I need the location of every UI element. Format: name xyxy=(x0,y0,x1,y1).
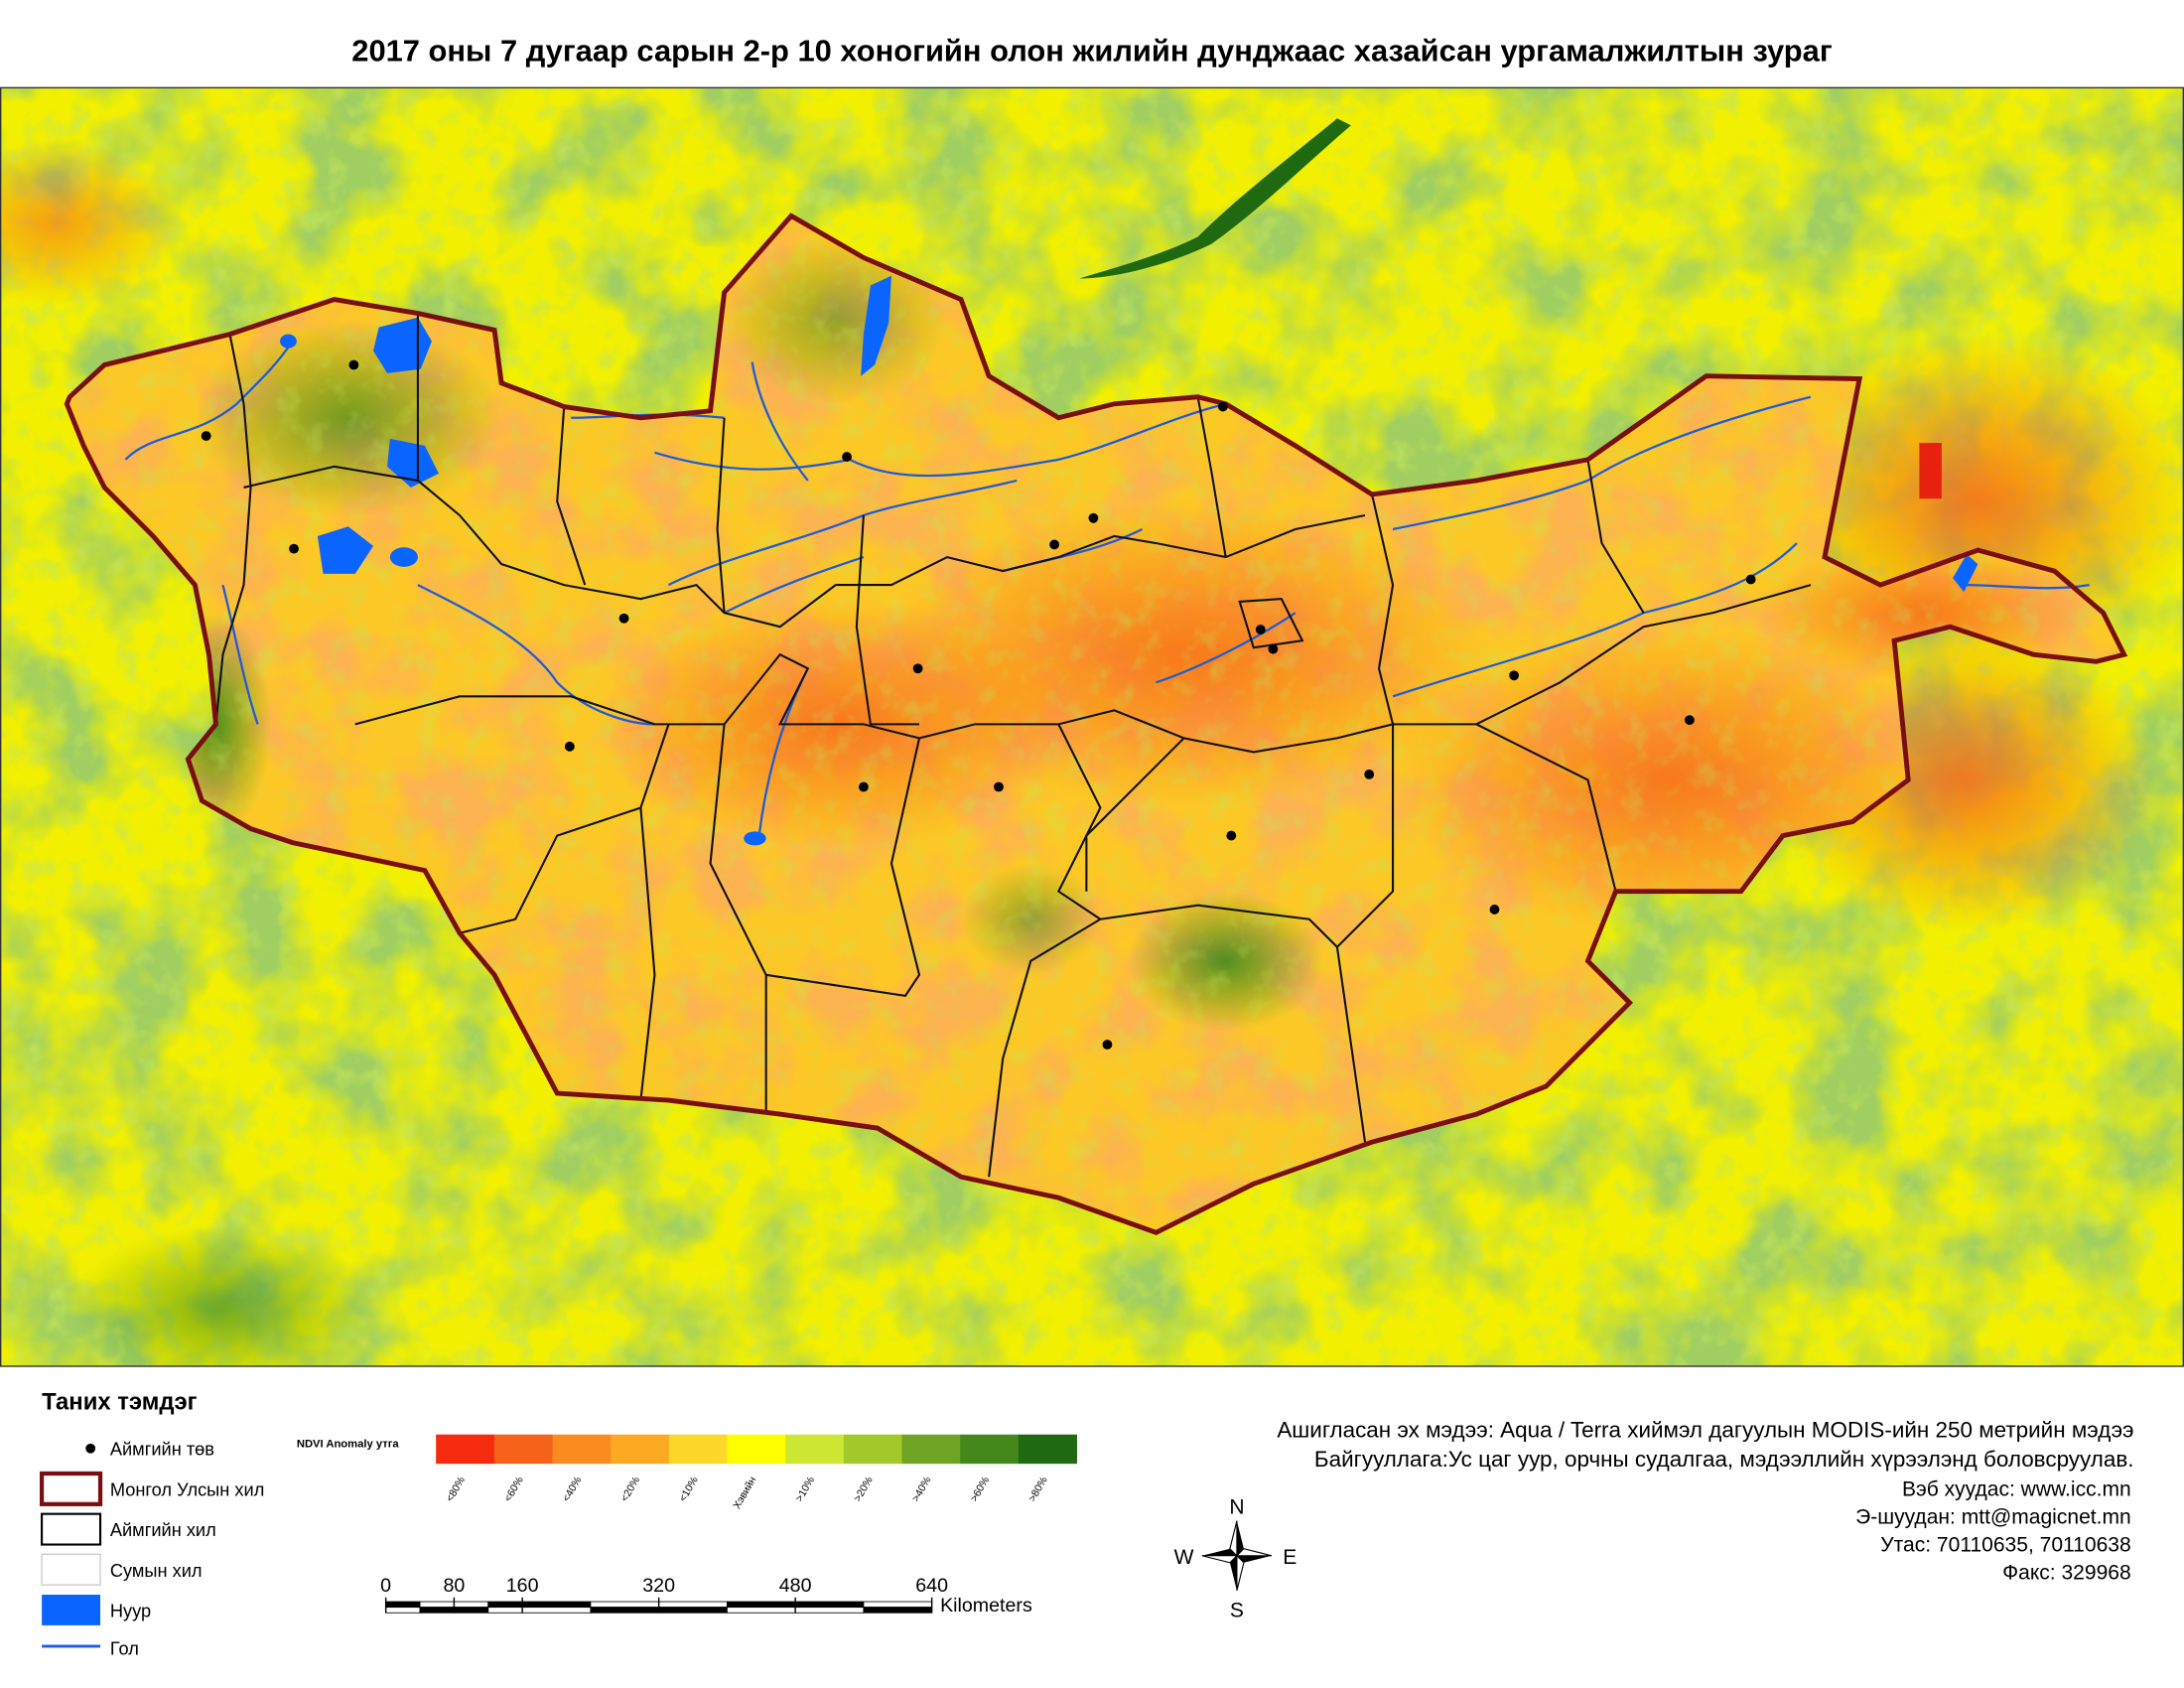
scale-segment xyxy=(419,1601,455,1609)
ndvi-class-label: Хэвийн xyxy=(731,1475,758,1511)
anomaly-area xyxy=(1,139,182,307)
rivers xyxy=(124,341,2090,836)
ndvi-class-label: >60% xyxy=(968,1475,992,1504)
compass-e: E xyxy=(1283,1546,1297,1569)
scale-segment xyxy=(487,1607,523,1614)
scale-segment xyxy=(453,1601,489,1609)
legend-label: Монгол Улсын хил xyxy=(110,1478,265,1499)
ndvi-class-label: >10% xyxy=(793,1475,817,1504)
scale-segment xyxy=(590,1601,660,1609)
compass-n: N xyxy=(1229,1496,1244,1519)
ndvi-class-swatch xyxy=(552,1434,612,1465)
ndvi-class-label: >80% xyxy=(1026,1475,1050,1504)
compass-w: W xyxy=(1174,1546,1194,1569)
ndvi-class-swatch xyxy=(611,1434,670,1465)
legend-symbol-aimag xyxy=(41,1512,102,1546)
scale-segment xyxy=(863,1601,933,1609)
ndvi-class-label: <20% xyxy=(618,1475,642,1504)
scale-segment xyxy=(726,1601,796,1609)
info-line: Э-шуудан: mtt@magicnet.mn xyxy=(1855,1505,2131,1528)
ndvi-class-label: <80% xyxy=(444,1475,468,1504)
info-line: Утас: 70110635, 70110638 xyxy=(1880,1534,2130,1557)
scale-unit: Kilometers xyxy=(940,1595,1032,1617)
scale-tick-label: 80 xyxy=(443,1575,465,1597)
aimag-borders xyxy=(214,313,1812,1178)
legend-label: Аймгийн хил xyxy=(110,1519,216,1540)
ndvi-class-swatch xyxy=(493,1434,553,1465)
legend-symbol-sum xyxy=(41,1553,101,1586)
map-title: 2017 оны 7 дугаар сарын 2-р 10 хоногийн … xyxy=(351,34,1833,69)
scale-segment xyxy=(590,1607,660,1614)
ndvi-class-swatch xyxy=(785,1434,845,1465)
legend-label: Гол xyxy=(110,1637,139,1658)
ndvi-title: NDVI Anomaly утга xyxy=(297,1438,400,1450)
ndvi-class-swatch xyxy=(727,1434,786,1465)
ndvi-map xyxy=(1,87,2183,1366)
ndvi-class-swatch xyxy=(960,1434,1020,1465)
ndvi-class-label: >40% xyxy=(909,1475,933,1504)
scale-segment xyxy=(726,1607,796,1614)
scale-tick-label: 480 xyxy=(779,1575,812,1597)
ndvi-class-label: <60% xyxy=(502,1475,526,1504)
legend-symbol-border xyxy=(39,1471,103,1506)
ndvi-class-swatch xyxy=(1018,1434,1077,1465)
anomaly-area xyxy=(69,1225,376,1366)
legend-symbol-lake xyxy=(42,1595,101,1625)
scale-segment xyxy=(521,1601,592,1609)
legend-title: Таних тэмдэг xyxy=(42,1388,198,1415)
scale-tick-label: 160 xyxy=(506,1575,539,1597)
scale-segment xyxy=(385,1607,421,1614)
scale-segment xyxy=(521,1607,592,1614)
legend-label: Нуур xyxy=(110,1600,151,1620)
scale-tick-label: 0 xyxy=(380,1575,391,1597)
map-frame xyxy=(0,86,2184,1367)
ndvi-class-swatch xyxy=(436,1434,495,1465)
legend-label: Сумын хил xyxy=(110,1560,203,1581)
scale-segment xyxy=(863,1607,933,1614)
anomaly-area xyxy=(1919,443,1942,499)
info-block: Ашигласан эх мэдээ: Aqua / Terra хиймэл … xyxy=(1277,1418,2133,1585)
compass: N S W E xyxy=(1174,1496,1297,1622)
info-line: Ашигласан эх мэдээ: Aqua / Terra хиймэл … xyxy=(1277,1418,2133,1443)
scale-tick-label: 320 xyxy=(642,1575,675,1597)
scale-segment xyxy=(794,1607,865,1614)
legend: Аймгийн төв Монгол Улсын хил Аймгийн хил Су… xyxy=(39,1439,265,1658)
scale-segment xyxy=(794,1601,865,1609)
info-line: Вэб хуудас: www.icc.mn xyxy=(1902,1477,2131,1500)
ndvi-class-swatch xyxy=(901,1434,961,1465)
ndvi-class-label: <40% xyxy=(560,1475,584,1504)
ndvi-class-label: >20% xyxy=(852,1475,876,1504)
legend-label: Аймгийн төв xyxy=(110,1439,214,1460)
compass-s: S xyxy=(1230,1599,1244,1621)
ndvi-scale: <80% <60% <40% <20% <10% Хэвийн >10% >20% >40% >6… xyxy=(436,1434,1077,1511)
scale-segment xyxy=(487,1601,523,1609)
ndvi-class-swatch xyxy=(668,1434,728,1465)
scale-segment xyxy=(419,1607,455,1614)
scale-segment xyxy=(385,1601,421,1609)
ndvi-class-label: <10% xyxy=(677,1475,701,1504)
legend-symbol-center xyxy=(85,1443,96,1454)
ndvi-class-swatch xyxy=(843,1434,902,1465)
scale-tick-label: 640 xyxy=(915,1575,948,1597)
lake-baikal-area xyxy=(1079,118,1351,279)
scale-segment xyxy=(658,1601,728,1609)
scale-segment xyxy=(658,1607,728,1614)
info-line: Факс: 329968 xyxy=(2002,1562,2131,1585)
aimag-centers xyxy=(201,359,1756,1050)
scale-segment xyxy=(453,1607,489,1614)
info-line: Байгууллага:Ус цаг уур, орчны судалгаа, … xyxy=(1314,1447,2134,1472)
